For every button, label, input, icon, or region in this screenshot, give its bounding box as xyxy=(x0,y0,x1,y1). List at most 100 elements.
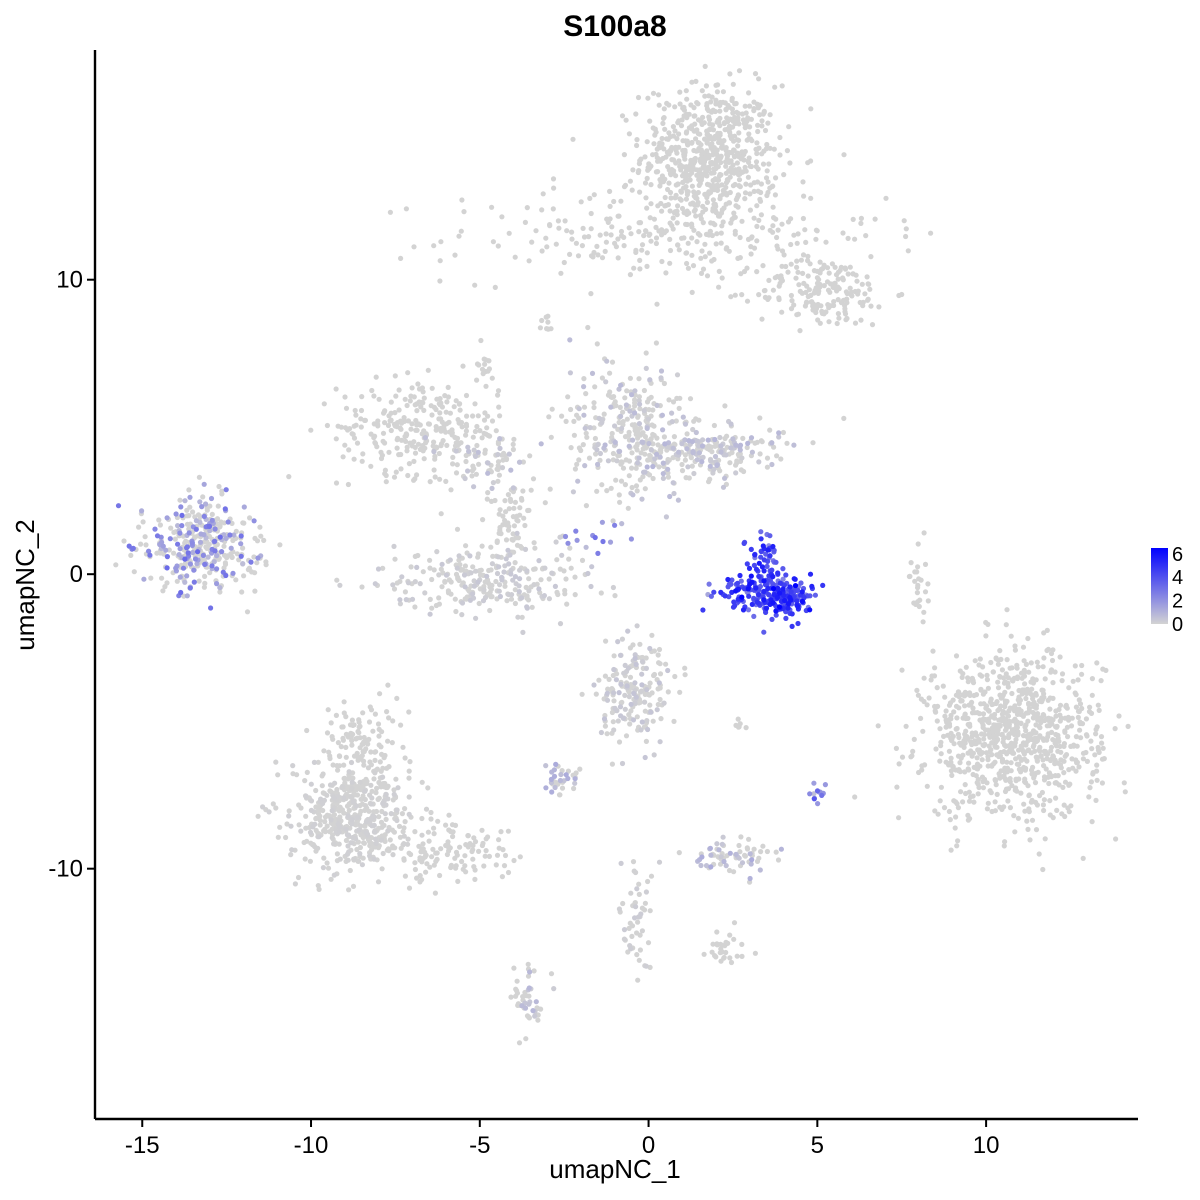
data-point xyxy=(526,1001,532,1007)
data-point xyxy=(1020,733,1027,739)
data-point xyxy=(976,750,983,756)
data-point xyxy=(717,108,723,114)
data-point xyxy=(651,752,657,758)
data-point xyxy=(899,291,905,298)
data-point xyxy=(324,792,330,798)
data-point xyxy=(1089,676,1095,682)
data-point xyxy=(700,203,706,209)
data-point xyxy=(286,813,292,819)
data-point xyxy=(454,852,460,858)
data-point xyxy=(493,578,499,585)
data-point xyxy=(954,843,960,849)
data-point xyxy=(371,393,377,399)
data-point xyxy=(392,423,398,429)
data-point xyxy=(734,160,741,166)
data-point xyxy=(1094,660,1100,666)
data-point xyxy=(420,389,426,395)
data-point xyxy=(612,522,618,528)
data-point xyxy=(336,841,342,847)
data-point xyxy=(331,812,337,818)
data-point xyxy=(1065,734,1071,740)
data-point xyxy=(594,488,600,494)
data-point xyxy=(695,189,701,196)
data-point xyxy=(1024,818,1030,824)
data-point xyxy=(1060,784,1066,791)
data-point xyxy=(652,456,658,462)
data-point xyxy=(535,1017,541,1023)
data-point xyxy=(807,571,814,577)
data-point xyxy=(378,784,384,790)
data-point xyxy=(419,815,425,822)
data-point xyxy=(619,760,626,767)
data-point xyxy=(774,453,780,459)
data-point xyxy=(739,218,745,224)
data-point xyxy=(672,673,678,680)
data-point xyxy=(865,281,871,287)
data-point xyxy=(659,142,665,148)
data-point xyxy=(763,175,770,181)
data-point xyxy=(1033,730,1039,736)
data-point xyxy=(345,427,351,433)
data-point xyxy=(421,407,427,413)
data-point xyxy=(756,217,762,223)
data-point xyxy=(597,457,603,463)
data-point xyxy=(431,825,437,831)
data-point xyxy=(174,578,180,584)
data-point xyxy=(753,585,759,591)
data-point xyxy=(372,440,378,446)
data-point xyxy=(820,265,826,272)
data-point xyxy=(398,451,404,458)
data-point xyxy=(547,223,553,229)
data-point xyxy=(581,384,587,390)
data-point xyxy=(707,476,713,482)
data-point xyxy=(641,387,648,394)
data-point xyxy=(648,447,655,453)
data-point xyxy=(626,225,632,231)
data-point xyxy=(148,575,154,581)
data-point xyxy=(471,578,477,584)
data-point xyxy=(1041,797,1047,803)
data-point xyxy=(962,689,968,696)
data-point xyxy=(453,863,459,869)
data-point xyxy=(221,543,227,549)
data-point xyxy=(764,848,771,855)
data-point xyxy=(1080,750,1087,756)
data-point xyxy=(746,131,752,137)
data-point xyxy=(429,385,435,391)
data-point xyxy=(993,738,999,744)
data-point xyxy=(387,837,393,843)
data-point xyxy=(722,435,728,442)
data-point xyxy=(303,825,309,831)
data-point xyxy=(368,782,374,788)
data-point xyxy=(912,569,918,575)
data-point xyxy=(453,608,459,615)
data-point xyxy=(175,541,181,547)
data-point xyxy=(708,593,715,599)
data-point xyxy=(411,458,417,464)
data-point xyxy=(505,547,511,553)
data-point xyxy=(681,104,687,110)
data-point xyxy=(349,779,355,785)
data-point xyxy=(350,431,356,437)
data-point xyxy=(198,531,204,537)
data-point xyxy=(501,569,507,575)
data-point xyxy=(627,721,633,727)
data-point xyxy=(425,829,431,835)
data-point xyxy=(626,443,632,449)
data-point xyxy=(698,862,704,869)
data-point xyxy=(918,577,924,583)
data-point xyxy=(548,434,554,440)
data-point xyxy=(610,450,617,457)
data-point xyxy=(754,101,761,107)
data-point xyxy=(343,837,349,844)
data-point xyxy=(320,807,326,814)
data-point xyxy=(834,320,840,327)
data-point xyxy=(734,580,741,586)
data-point xyxy=(611,727,617,733)
data-point xyxy=(303,813,309,819)
data-point xyxy=(636,229,642,235)
data-point xyxy=(749,601,755,608)
data-point xyxy=(985,754,991,760)
data-point xyxy=(397,601,403,607)
data-point xyxy=(585,324,591,331)
